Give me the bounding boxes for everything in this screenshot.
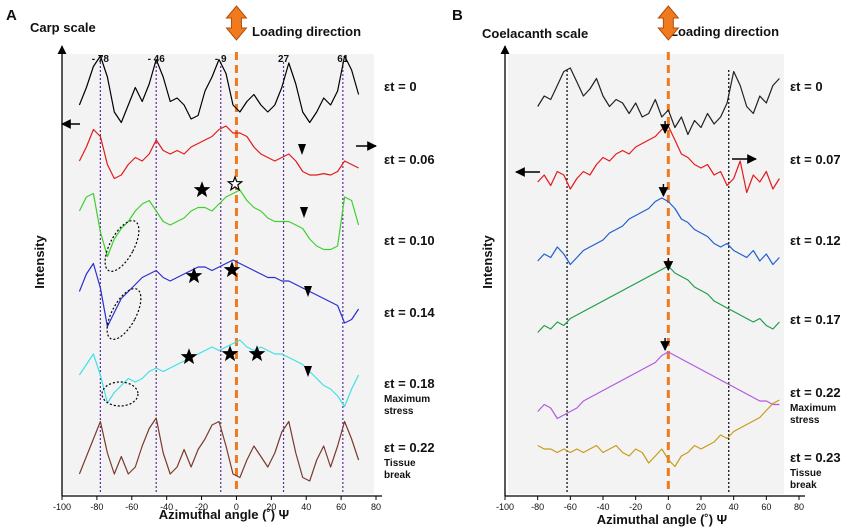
series-line xyxy=(78,55,360,124)
marker-triangle-icon xyxy=(298,144,306,155)
plot-area-b: -100 -80 -60 -40 -20 0 20 40 60 80 εt = 0 εt = 0.07… xyxy=(496,5,841,512)
panel-letter-a: A xyxy=(6,7,17,24)
series-line xyxy=(78,417,360,482)
series-line xyxy=(78,189,360,258)
shaded-region xyxy=(62,54,374,494)
series-sublabel: break xyxy=(384,470,411,481)
x-tick-label: 40 xyxy=(729,502,739,512)
star-icon xyxy=(248,345,266,362)
highlight-ellipse xyxy=(106,288,142,340)
series-label: εt = 0.06 xyxy=(384,152,435,167)
peak-label: 27 xyxy=(278,54,290,65)
x-tick-label: -40 xyxy=(596,502,609,512)
x-tick-label: 60 xyxy=(761,502,771,512)
series-line xyxy=(537,67,780,136)
x-axis-title-b: Azimuthal angle (˚) Ψ xyxy=(597,512,727,527)
marker-triangle-icon xyxy=(300,207,308,218)
highlight-ellipse xyxy=(101,381,139,407)
series-line xyxy=(78,259,360,328)
panel-a: A Carp scale Intensity Azimuthal angle (… xyxy=(6,5,435,522)
x-tick-label: 20 xyxy=(696,502,706,512)
x-tick-label: -60 xyxy=(125,502,138,512)
x-tick-label: -20 xyxy=(195,502,208,512)
peak-label: - 78 xyxy=(92,54,110,65)
series-label: εt = 0.12 xyxy=(790,233,841,248)
star-icon xyxy=(223,261,241,278)
series-sublabel: Maximum xyxy=(790,403,836,414)
x-tick-label: 0 xyxy=(234,502,239,512)
series-line xyxy=(78,339,360,408)
x-tick-label: -40 xyxy=(160,502,173,512)
peak-label: - 46 xyxy=(148,54,166,65)
peak-label: 61 xyxy=(337,54,349,65)
shaded-region xyxy=(508,54,784,494)
x-tick-label: -100 xyxy=(53,502,71,512)
x-axis-title-a: Azimuthal angle (˚) Ψ xyxy=(159,507,289,522)
star-icon xyxy=(193,181,211,198)
series-label: εt = 0.17 xyxy=(790,312,841,327)
series-sublabel: Tissue xyxy=(384,458,416,469)
series-line xyxy=(78,125,359,180)
loading-direction-arrow-icon xyxy=(225,5,248,41)
plot-area-a: -100 -80 -60 -40 -20 0 20 40 60 80 εt = 0 εt = 0.06… xyxy=(53,5,435,512)
series-label: εt = 0.18 xyxy=(384,376,435,391)
x-tick-label: 80 xyxy=(371,502,381,512)
y-axis-title-a: Intensity xyxy=(32,235,47,289)
star-icon xyxy=(221,345,239,362)
series-label: εt = 0 xyxy=(790,79,823,94)
series-line xyxy=(537,197,780,266)
series-sublabel: stress xyxy=(790,415,820,426)
star-icon xyxy=(185,267,203,284)
series-line xyxy=(537,265,780,333)
chart-title-b: Coelacanth scale xyxy=(482,26,588,41)
x-tick-label: -20 xyxy=(629,502,642,512)
y-axis-title-b: Intensity xyxy=(480,235,495,289)
series-sublabel: Tissue xyxy=(790,468,822,479)
chart-title-a: Carp scale xyxy=(30,20,96,35)
x-tick-label: -100 xyxy=(496,502,514,512)
series-label: εt = 0 xyxy=(384,79,417,94)
series-line xyxy=(537,351,780,420)
series-label: εt = 0.07 xyxy=(790,152,841,167)
x-tick-label: 80 xyxy=(794,502,804,512)
series-label: εt = 0.22 xyxy=(790,385,841,400)
loading-direction-label-b: Loading direction xyxy=(670,24,779,39)
panel-letter-b: B xyxy=(452,7,463,24)
series-line xyxy=(537,125,780,194)
highlight-ellipse xyxy=(104,220,140,272)
panel-b: B Coelacanth scale Intensity Azimuthal a… xyxy=(452,5,841,527)
marker-triangle-icon xyxy=(304,366,312,377)
loading-direction-arrow-icon xyxy=(657,5,680,41)
series-label: εt = 0.14 xyxy=(384,305,435,320)
series-sublabel: Maximum xyxy=(384,394,430,405)
x-tick-label: 60 xyxy=(336,502,346,512)
series-sublabel: stress xyxy=(384,406,414,417)
series-label: εt = 0.23 xyxy=(790,450,841,465)
loading-direction-label-a: Loading direction xyxy=(252,24,361,39)
series-label: εt = 0.10 xyxy=(384,233,435,248)
x-tick-label: 0 xyxy=(666,502,671,512)
x-tick-label: -80 xyxy=(531,502,544,512)
series-label: εt = 0.22 xyxy=(384,440,435,455)
series-sublabel: break xyxy=(790,480,817,491)
star-icon xyxy=(226,175,244,192)
x-tick-label: 20 xyxy=(266,502,276,512)
series-line xyxy=(537,399,780,468)
x-tick-label: -80 xyxy=(90,502,103,512)
peak-label: - 9 xyxy=(215,54,227,65)
x-tick-label: -60 xyxy=(564,502,577,512)
marker-triangle-icon xyxy=(304,286,312,297)
star-icon xyxy=(180,348,198,365)
x-tick-label: 40 xyxy=(301,502,311,512)
